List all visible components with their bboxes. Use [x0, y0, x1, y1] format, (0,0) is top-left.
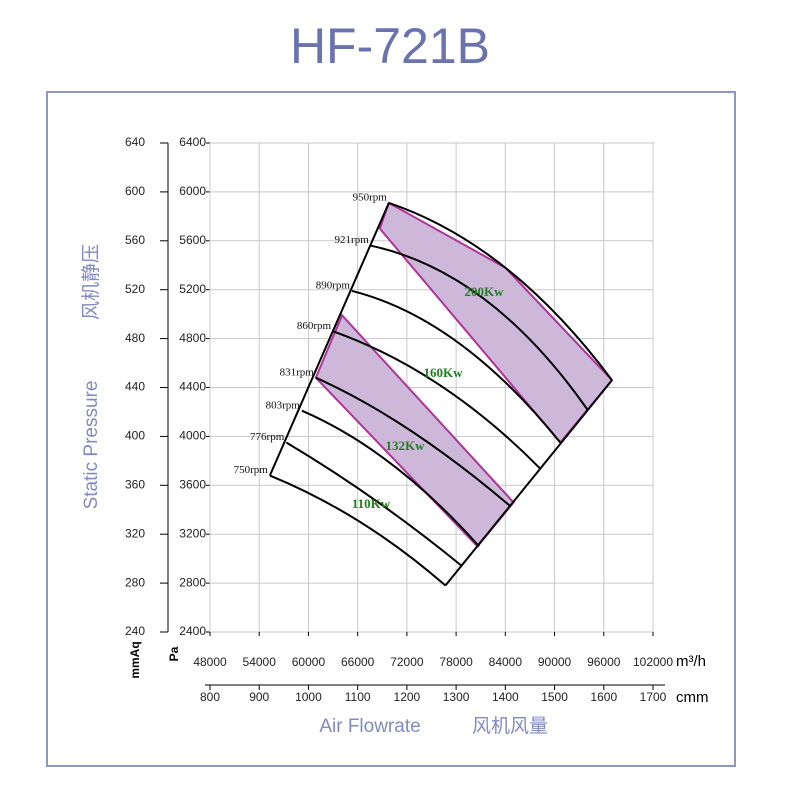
y2-tick-label: 640	[125, 135, 145, 149]
y2-tick-label: 280	[125, 575, 145, 589]
x-tick-label: 102000	[633, 655, 673, 669]
x-axis-label-cn: 风机风量	[472, 715, 548, 737]
boundary-left	[268, 202, 390, 476]
y2-tick-label: 400	[125, 429, 145, 443]
y-tick-label: 2800	[179, 575, 206, 589]
y-tick-label: 2400	[179, 624, 206, 638]
y2-tick-label: 320	[125, 526, 145, 540]
rpm-curve	[332, 330, 541, 469]
x2-tick-label: 1300	[443, 690, 470, 704]
x-tick-label: 60000	[292, 655, 326, 669]
x-tick-label: 66000	[341, 655, 375, 669]
x-unit: m³/h	[676, 653, 706, 670]
rpm-label: 776rpm	[250, 431, 285, 443]
y2-tick-label: 440	[125, 380, 145, 394]
power-label: 200Kw	[465, 284, 505, 299]
y2-tick-label: 240	[125, 624, 145, 638]
frame	[46, 91, 736, 767]
y-tick-label: 3600	[179, 477, 206, 491]
power-label: 110Kw	[352, 496, 391, 511]
rpm-curve	[351, 289, 562, 444]
x-tick-label: 48000	[193, 655, 227, 669]
x2-unit: cmm	[676, 689, 709, 706]
rpm-label: 890rpm	[316, 279, 351, 291]
x-axis-label: Air Flowrate	[319, 716, 420, 737]
x2-tick-label: 1400	[492, 690, 519, 704]
rpm-label: 860rpm	[297, 320, 332, 332]
rpm-curve	[285, 441, 463, 567]
y2-tick-label: 560	[125, 233, 145, 247]
y2-tick-label: 600	[125, 184, 145, 198]
rpm-curve	[315, 376, 511, 507]
rpm-curve	[388, 201, 613, 381]
y-axis-label: Static Pressure	[81, 381, 102, 510]
y-tick-label: 5200	[179, 282, 206, 296]
y-tick-label: 4000	[179, 429, 206, 443]
x2-tick-label: 1100	[345, 690, 371, 704]
x2-tick-label: 1000	[295, 690, 322, 704]
rpm-label: 831rpm	[280, 366, 315, 378]
x-tick-label: 54000	[243, 655, 277, 669]
rpm-label: 921rpm	[335, 234, 370, 246]
y-tick-label: 5600	[179, 233, 206, 247]
x2-tick-label: 1500	[541, 690, 568, 704]
y-tick-label: 4400	[179, 380, 206, 394]
rpm-curve	[370, 244, 589, 411]
x2-tick-label: 1600	[590, 690, 617, 704]
y2-tick-label: 360	[125, 477, 145, 491]
y2-tick-label: 520	[125, 282, 145, 296]
y-unit: Pa	[167, 646, 181, 661]
power-label: 132Kw	[386, 438, 426, 453]
y-tick-label: 4800	[179, 331, 206, 345]
x2-tick-label: 1200	[394, 690, 421, 704]
y-tick-label: 6000	[179, 184, 206, 198]
boundary-right	[444, 379, 613, 587]
y2-tick-label: 480	[125, 331, 145, 345]
power-label: 160Kw	[424, 365, 464, 380]
x-tick-label: 90000	[538, 655, 572, 669]
rpm-label: 750rpm	[234, 464, 269, 476]
rpm-label: 803rpm	[266, 399, 301, 411]
y2-unit: mmAq	[128, 641, 142, 678]
x2-tick-label: 900	[249, 690, 269, 704]
y-tick-label: 6400	[179, 135, 206, 149]
rpm-label: 950rpm	[353, 191, 388, 203]
y-tick-label: 3200	[179, 526, 206, 540]
rpm-curve	[269, 474, 447, 587]
x-tick-label: 84000	[489, 655, 523, 669]
chart-title: HF-721B	[290, 18, 490, 74]
x-tick-label: 72000	[390, 655, 424, 669]
rpm-curve	[301, 409, 480, 548]
x2-tick-label: 800	[200, 690, 220, 704]
x-tick-label: 96000	[587, 655, 621, 669]
x2-tick-label: 1700	[640, 690, 667, 704]
y-axis-label-cn: 风机静压	[80, 244, 102, 320]
x-tick-label: 78000	[439, 655, 473, 669]
